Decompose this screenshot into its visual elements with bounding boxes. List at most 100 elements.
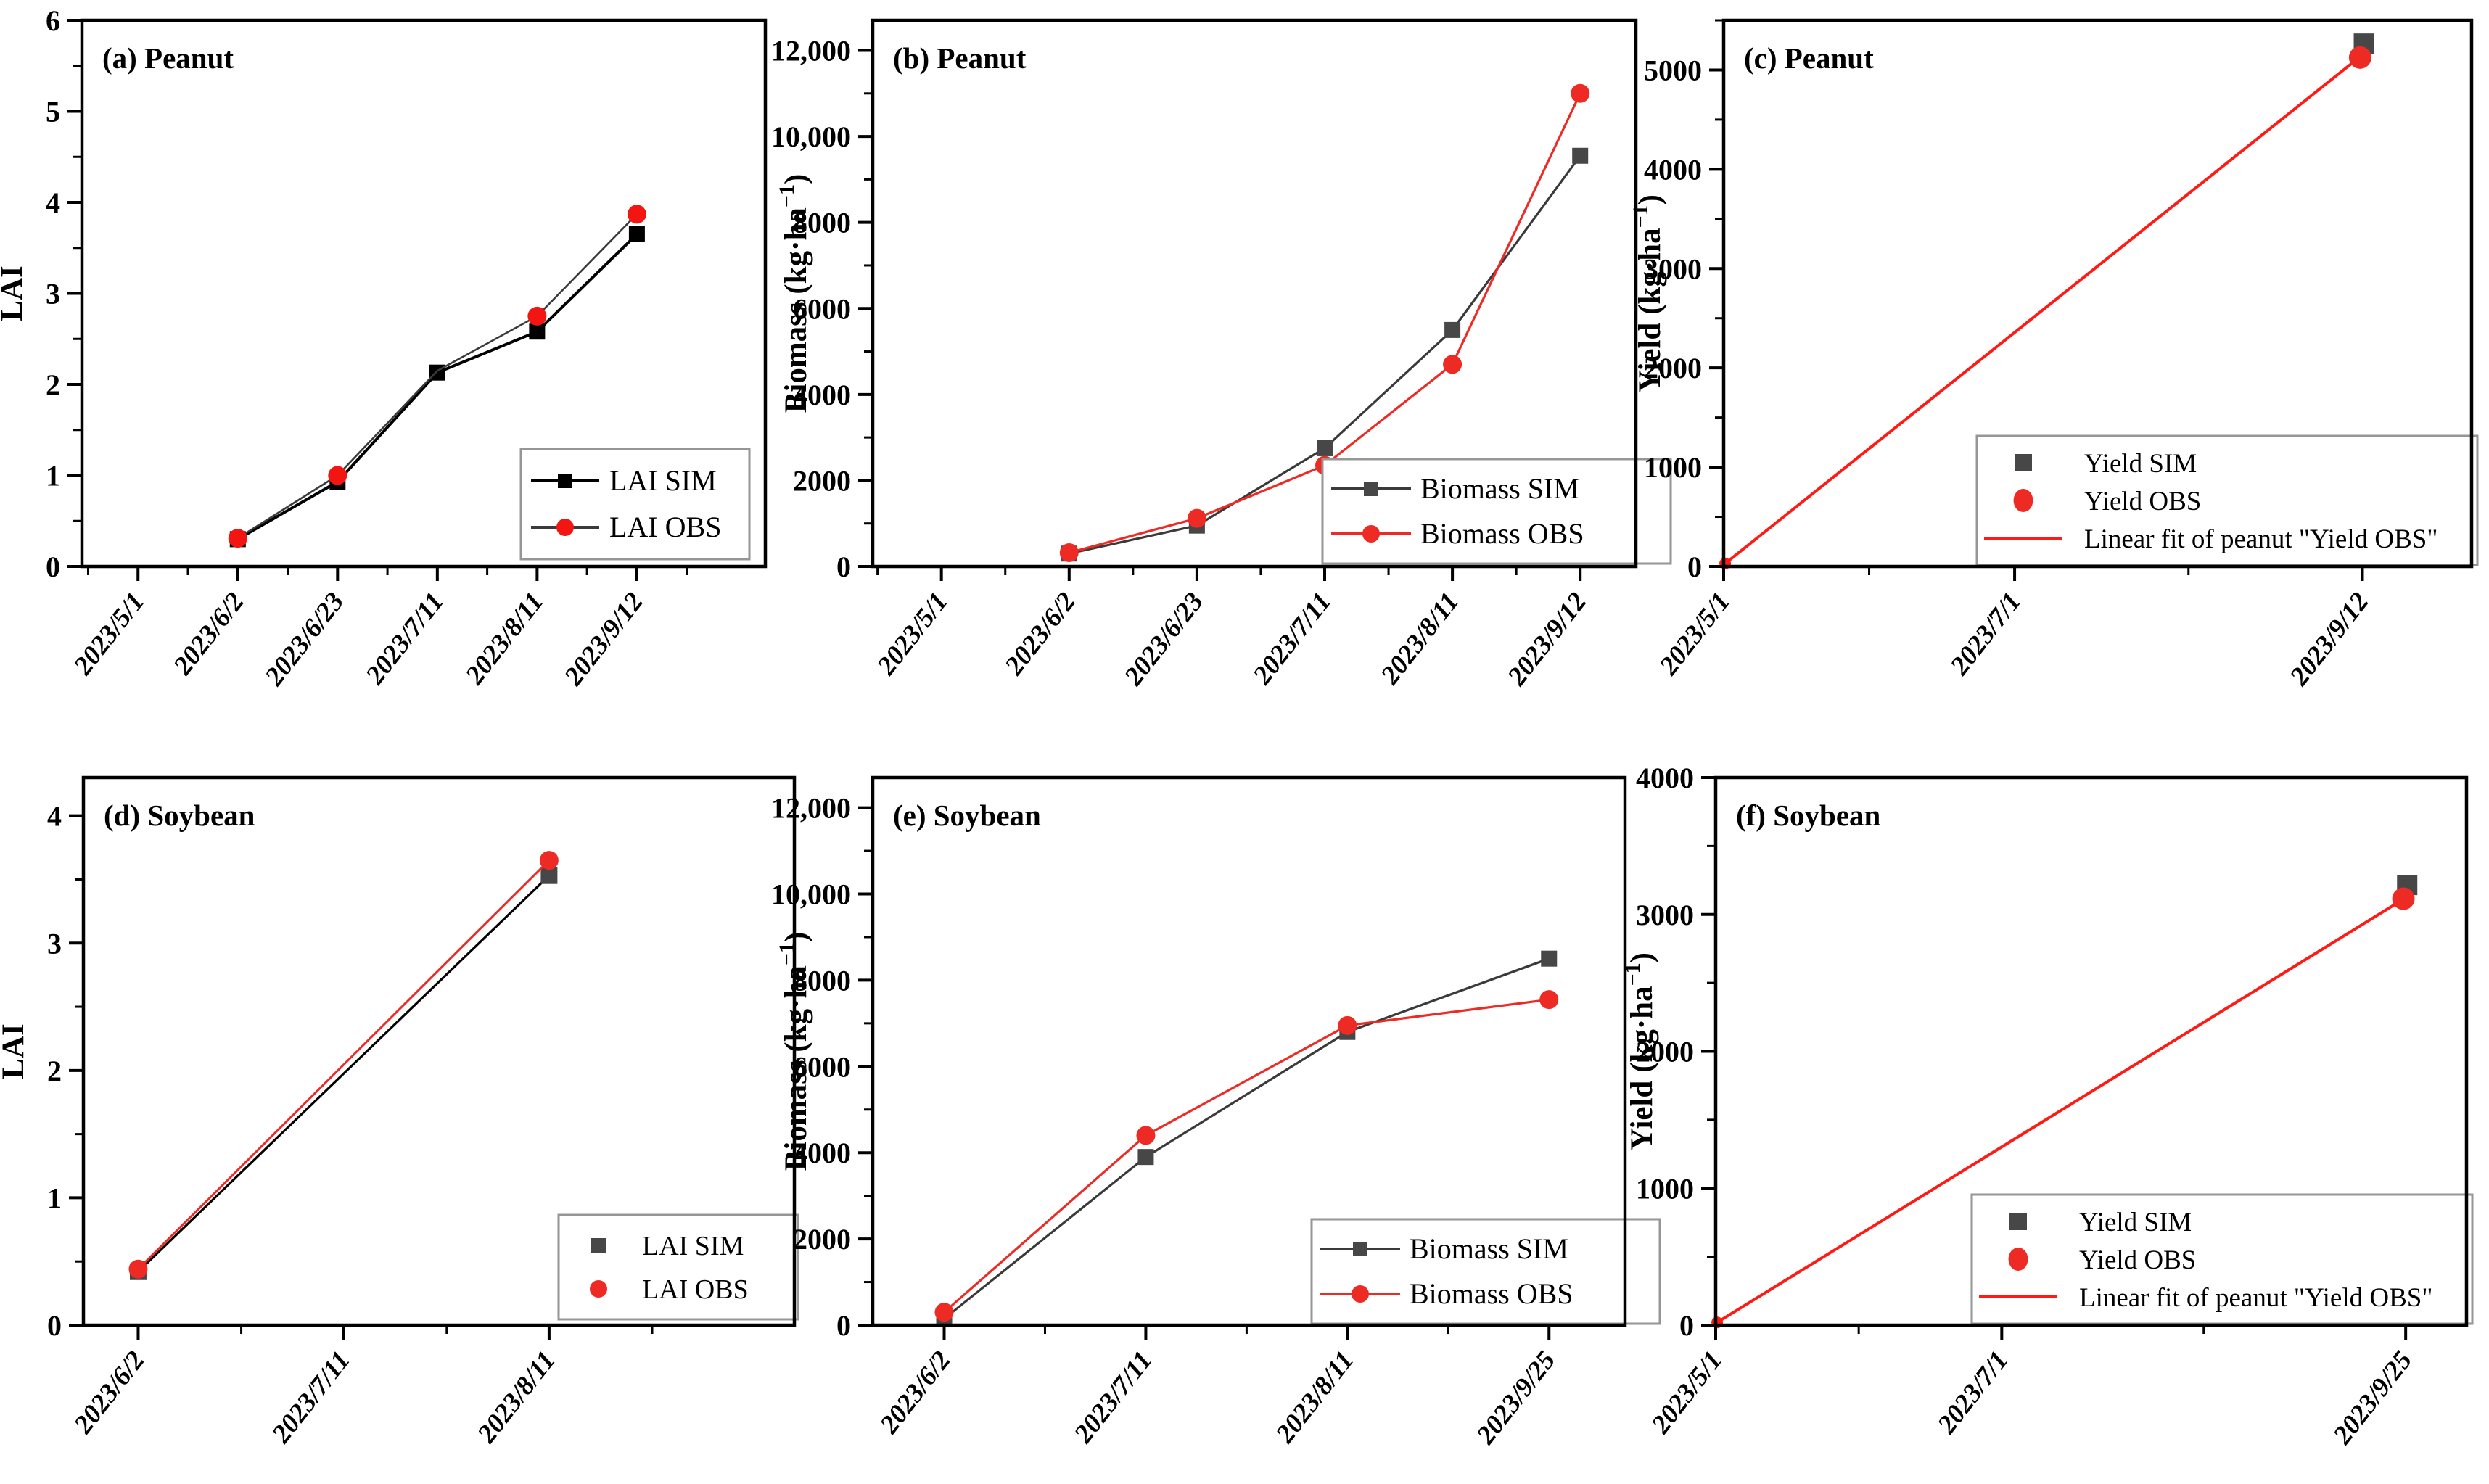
y-tick-label: 3000 <box>1636 899 1694 931</box>
x-tick-label: 2023/6/23 <box>1119 587 1209 691</box>
series-line <box>943 957 1550 1320</box>
data-point <box>1316 440 1333 456</box>
panel-title: (c) Peanut <box>1744 41 1874 75</box>
y-tick-label: 0 <box>836 551 851 583</box>
panel-title: (b) Peanut <box>893 41 1027 75</box>
y-tick-label: 0 <box>1679 1309 1694 1342</box>
x-tick-label: 2023/5/1 <box>871 587 954 681</box>
legend-label: Yield SIM <box>2084 449 2197 479</box>
series-group <box>934 950 1559 1327</box>
y-tick-label: 6 <box>46 4 60 37</box>
y-tick-label: 3 <box>46 278 60 310</box>
y-tick-label: 3 <box>47 927 62 960</box>
y-tick-label: 2 <box>47 1055 62 1087</box>
data-point <box>328 466 347 485</box>
x-tick-label: 2023/6/2 <box>68 1345 151 1440</box>
y-tick-label: 4000 <box>793 1137 851 1169</box>
data-point <box>539 851 559 870</box>
y-tick-label: 4 <box>47 800 62 833</box>
legend-swatch-marker <box>1362 525 1380 543</box>
y-tick-label: 8000 <box>793 207 851 239</box>
y-tick-label: 6000 <box>793 292 851 325</box>
data-point <box>228 529 247 548</box>
x-tick-label: 2023/8/11 <box>472 1345 561 1449</box>
series-group <box>128 851 559 1280</box>
panel-title: (a) Peanut <box>102 41 234 75</box>
y-axis-label: LAI <box>0 1023 30 1079</box>
legend-label: LAI SIM <box>642 1231 744 1261</box>
plot-frame <box>871 775 1627 1327</box>
y-axis-label: Biomass (kg·ha−1) <box>775 932 813 1171</box>
y-axis-label: LAI <box>0 265 29 321</box>
data-point <box>529 323 546 340</box>
legend-label: Biomass SIM <box>1410 1232 1568 1265</box>
y-tick-label: 5000 <box>1644 54 1702 86</box>
legend-label: Yield OBS <box>2079 1245 2196 1275</box>
legend-label: Biomass OBS <box>1420 517 1584 550</box>
panel-d: LAI SIM LAI OBS 0 1 2 3 4 2023/6/2 2023/7/11 2023… <box>0 775 799 1449</box>
data-point <box>527 306 547 326</box>
y-tick-label: 2000 <box>793 464 851 497</box>
y-tick-label: 6000 <box>793 1050 851 1083</box>
y-tick-label: 2 <box>46 368 60 401</box>
x-tick-label: 2023/9/25 <box>2327 1345 2418 1450</box>
data-point <box>627 205 646 224</box>
legend: Biomass SIM Biomass OBS <box>1310 1218 1661 1325</box>
legend-box <box>519 448 751 561</box>
legend-swatch-marker <box>2013 489 2033 512</box>
y-tick-label: 1000 <box>1644 451 1702 484</box>
data-point <box>128 1259 148 1279</box>
legend: Yield SIM Yield OBS Linear fit of peanut "… <box>1975 434 2479 566</box>
legend-swatch-marker <box>1364 482 1378 496</box>
plot-frame <box>871 18 1638 569</box>
y-tick-label: 2000 <box>1644 352 1702 384</box>
y-tick-label: 12,000 <box>771 792 851 825</box>
series-line <box>1716 897 2406 1324</box>
x-tick-label: 2023/9/12 <box>1502 587 1592 691</box>
panel-e: Biomass SIM Biomass OBS 0 2000 4000 6000 8000 1… <box>771 775 1661 1451</box>
legend-label: Linear fit of peanut "Yield OBS" <box>2084 524 2437 554</box>
data-point <box>1187 508 1206 528</box>
legend: LAI SIM LAI OBS <box>519 448 751 561</box>
y-tick-label: 0 <box>1687 551 1702 583</box>
x-tick-label: 2023/7/1 <box>1932 1345 2015 1440</box>
legend-label: Linear fit of peanut "Yield OBS" <box>2079 1283 2432 1313</box>
series-group <box>228 205 646 548</box>
plot-frame <box>81 775 797 1327</box>
plot-frame <box>1721 18 2474 569</box>
y-axis-label: Biomass (kg·ha−1) <box>775 174 813 413</box>
legend-box <box>557 1213 799 1321</box>
data-point <box>2392 887 2415 910</box>
legend-label: Yield OBS <box>2084 487 2201 516</box>
y-tick-label: 4000 <box>1636 762 1694 794</box>
y-tick-label: 4000 <box>793 379 851 411</box>
series-line <box>943 998 1550 1314</box>
legend-swatch-marker <box>558 474 572 488</box>
x-tick-label: 2023/5/1 <box>1653 587 1736 681</box>
y-tick-label: 2000 <box>1636 1036 1694 1068</box>
y-tick-label: 1 <box>47 1182 62 1214</box>
y-tick-label: 2000 <box>793 1223 851 1256</box>
y-tick-label: 3000 <box>1644 252 1702 285</box>
legend: Biomass SIM Biomass OBS <box>1321 458 1672 565</box>
x-tick-label: 2023/9/12 <box>559 587 649 691</box>
legend-swatch-marker <box>2008 1248 2028 1271</box>
x-tick-label: 2023/8/11 <box>459 587 549 691</box>
legend-swatch-marker <box>591 1238 606 1253</box>
legend-box <box>1975 434 2479 566</box>
legend-swatch-marker <box>2015 454 2032 471</box>
data-point <box>934 1303 954 1322</box>
y-axis-label: Yield (kg·ha−1) <box>1621 952 1659 1150</box>
y-tick-label: 10,000 <box>771 120 851 153</box>
panel-title: (d) Soybean <box>104 799 255 832</box>
x-tick-label: 2023/5/1 <box>1645 1345 1728 1440</box>
y-tick-label: 0 <box>836 1309 851 1342</box>
data-point <box>1444 321 1461 338</box>
legend-swatch-marker <box>556 519 574 536</box>
x-tick-label: 2023/5/1 <box>67 587 150 681</box>
legend: LAI SIM LAI OBS <box>557 1213 799 1321</box>
legend-swatch-marker <box>1352 1285 1369 1303</box>
